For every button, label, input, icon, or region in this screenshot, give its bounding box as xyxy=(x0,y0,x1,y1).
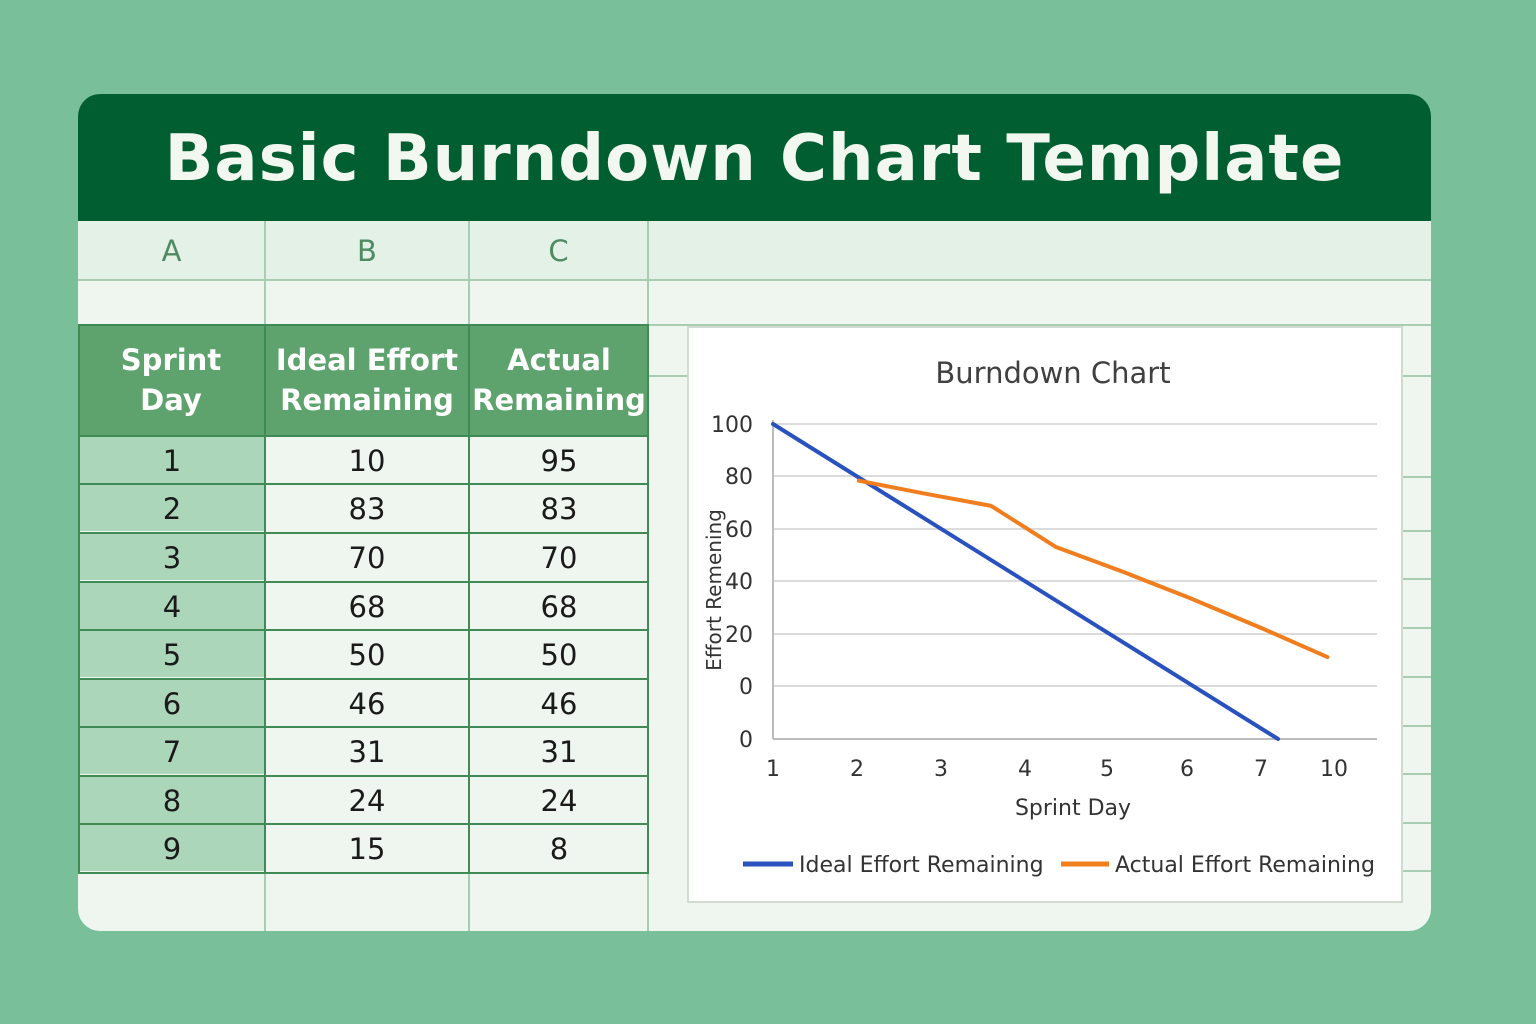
actual-effort-line[interactable] xyxy=(856,478,1330,660)
sprint-day-cell[interactable]: 9 xyxy=(79,825,265,871)
y-tick-label: 0 xyxy=(739,728,753,753)
x-tick-label: 2 xyxy=(850,757,864,782)
header-actual-remaining[interactable]: Actual Remaining xyxy=(470,325,648,435)
header-sprint-day-line1: Sprint xyxy=(120,343,222,377)
sprint-day-cell[interactable]: 6 xyxy=(79,680,265,726)
ideal-effort-cell[interactable]: 83 xyxy=(348,492,386,526)
actual-remaining-cell[interactable]: 68 xyxy=(540,590,578,624)
header-actual-remaining-line1: Actual xyxy=(507,343,611,377)
x-tick-label: 10 xyxy=(1320,757,1348,782)
ideal-effort-cell[interactable]: 68 xyxy=(348,590,386,624)
sprint-day-cell[interactable]: 2 xyxy=(79,485,265,531)
x-tick-label: 4 xyxy=(1018,757,1032,782)
y-tick-label: 60 xyxy=(725,518,753,543)
sprint-day-cell[interactable]: 8 xyxy=(79,777,265,823)
ideal-effort-cell[interactable]: 46 xyxy=(348,687,386,721)
sprint-day-cell[interactable]: 4 xyxy=(79,583,265,629)
burndown-chart[interactable]: Burndown Chart 100 80 60 40 20 0 0 1 2 3 4 5 6 7 10 Spri… xyxy=(687,326,1403,903)
header-ideal-effort[interactable]: Ideal Effort Remaining xyxy=(266,325,468,435)
x-tick-label: 6 xyxy=(1180,757,1194,782)
sprint-day-cell[interactable]: 1 xyxy=(79,437,265,483)
y-tick-label: 20 xyxy=(725,623,753,648)
y-axis-label: Effort Remening xyxy=(702,509,726,671)
y-tick-label: 40 xyxy=(725,570,753,595)
sprint-day-cell[interactable]: 5 xyxy=(79,631,265,677)
header-sprint-day[interactable]: Sprint Day xyxy=(78,325,264,435)
header-actual-remaining-line2: Remaining xyxy=(472,383,646,417)
legend-label[interactable]: Ideal Effort Remaining xyxy=(799,853,1044,878)
chart-title: Burndown Chart xyxy=(935,356,1170,390)
header-sprint-day-line2: Day xyxy=(140,383,202,417)
actual-remaining-cell[interactable]: 8 xyxy=(549,832,569,866)
x-tick-label: 7 xyxy=(1254,757,1268,782)
ideal-effort-line[interactable] xyxy=(771,422,1281,741)
ideal-effort-cell[interactable]: 50 xyxy=(348,638,386,672)
y-tick-label: 100 xyxy=(711,413,753,438)
spreadsheet-card: Basic Burndown Chart Template A B C Spri… xyxy=(78,94,1431,931)
x-axis-label: Sprint Day xyxy=(1015,796,1131,821)
title-banner: Basic Burndown Chart Template xyxy=(78,94,1431,221)
x-tick-label: 5 xyxy=(1100,757,1114,782)
y-tick-label: 0 xyxy=(739,675,753,700)
actual-remaining-cell[interactable]: 70 xyxy=(540,541,578,575)
page-title: Basic Burndown Chart Template xyxy=(164,122,1345,196)
ideal-effort-cell[interactable]: 15 xyxy=(348,832,386,866)
actual-remaining-cell[interactable]: 83 xyxy=(540,492,578,526)
ideal-effort-cell[interactable]: 10 xyxy=(348,444,386,478)
actual-remaining-cell[interactable]: 95 xyxy=(540,444,578,478)
actual-remaining-cell[interactable]: 46 xyxy=(540,687,578,721)
legend-label[interactable]: Actual Effort Remaining xyxy=(1115,853,1375,878)
column-header-c[interactable]: C xyxy=(548,234,569,268)
ideal-effort-cell[interactable]: 31 xyxy=(348,735,386,769)
header-ideal-effort-line2: Remaining xyxy=(280,383,454,417)
y-tick-label: 80 xyxy=(725,465,753,490)
sprint-day-cell[interactable]: 3 xyxy=(79,534,265,580)
x-tick-label: 3 xyxy=(934,757,948,782)
actual-remaining-cell[interactable]: 31 xyxy=(540,735,578,769)
column-header-a[interactable]: A xyxy=(161,234,182,268)
actual-remaining-cell[interactable]: 24 xyxy=(540,784,578,818)
column-header-b[interactable]: B xyxy=(357,234,377,268)
x-tick-label: 1 xyxy=(766,757,780,782)
ideal-effort-cell[interactable]: 70 xyxy=(348,541,386,575)
header-ideal-effort-line1: Ideal Effort xyxy=(275,343,459,377)
actual-remaining-cell[interactable]: 50 xyxy=(540,638,578,672)
ideal-effort-cell[interactable]: 24 xyxy=(348,784,386,818)
sprint-day-cell[interactable]: 7 xyxy=(79,728,265,774)
